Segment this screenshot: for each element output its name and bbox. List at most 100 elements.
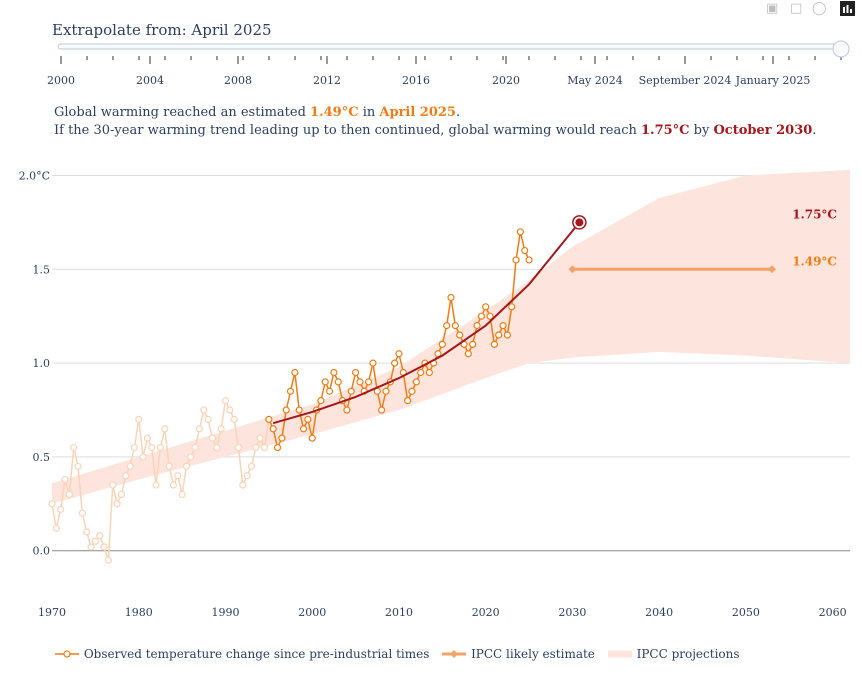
- observed-point[interactable]: [182, 462, 191, 470]
- trend-endpoint[interactable]: [575, 218, 584, 227]
- observed-point[interactable]: [473, 321, 481, 330]
- observed-point[interactable]: [278, 434, 286, 442]
- observed-point[interactable]: [291, 368, 299, 377]
- observed-point[interactable]: [83, 528, 91, 536]
- observed-point[interactable]: [191, 443, 199, 452]
- observed-point[interactable]: [135, 415, 143, 423]
- observed-point[interactable]: [438, 340, 446, 348]
- observed-point[interactable]: [87, 543, 95, 551]
- observed-point[interactable]: [391, 359, 399, 367]
- observed-point[interactable]: [425, 368, 433, 377]
- observed-point[interactable]: [508, 303, 516, 311]
- observed-point[interactable]: [378, 406, 386, 414]
- legend-item-ipcc-estimate[interactable]: IPCC likely estimate: [441, 647, 595, 661]
- observed-point[interactable]: [252, 443, 260, 452]
- observed-point[interactable]: [247, 462, 256, 470]
- observed-point[interactable]: [230, 415, 238, 423]
- observed-point[interactable]: [91, 537, 99, 545]
- observed-point[interactable]: [395, 350, 403, 358]
- observed-point[interactable]: [477, 312, 485, 320]
- observed-point[interactable]: [96, 532, 104, 540]
- observed-point[interactable]: [234, 443, 243, 452]
- observed-point[interactable]: [525, 256, 533, 264]
- observed-point[interactable]: [70, 443, 78, 452]
- observed-point[interactable]: [273, 443, 282, 452]
- observed-point[interactable]: [117, 490, 125, 499]
- observed-point[interactable]: [351, 368, 360, 377]
- observed-point[interactable]: [490, 340, 498, 348]
- observed-point[interactable]: [417, 368, 425, 377]
- observed-point[interactable]: [208, 434, 217, 442]
- ipcc-estimate-point[interactable]: [767, 265, 776, 274]
- observed-point[interactable]: [512, 256, 520, 264]
- observed-point[interactable]: [109, 481, 117, 489]
- observed-point[interactable]: [486, 312, 494, 320]
- legend-item-observed[interactable]: Observed temperature change since pre-in…: [54, 647, 429, 661]
- observed-point[interactable]: [499, 321, 507, 330]
- camera-icon[interactable]: ▣: [766, 1, 779, 16]
- observed-point[interactable]: [256, 434, 264, 442]
- observed-point[interactable]: [57, 505, 65, 514]
- observed-point[interactable]: [347, 387, 355, 395]
- observed-point[interactable]: [364, 378, 373, 386]
- observed-point[interactable]: [356, 378, 364, 386]
- observed-point[interactable]: [451, 321, 459, 330]
- observed-point[interactable]: [521, 246, 529, 255]
- observed-point[interactable]: [295, 406, 303, 414]
- observed-point[interactable]: [330, 368, 338, 377]
- observed-point[interactable]: [456, 331, 464, 339]
- observed-point[interactable]: [226, 406, 234, 414]
- box-select-icon[interactable]: □: [790, 1, 803, 16]
- observed-point[interactable]: [503, 331, 511, 339]
- observed-point[interactable]: [126, 462, 134, 470]
- slider-rail[interactable]: [57, 43, 843, 50]
- observed-point[interactable]: [178, 490, 186, 499]
- observed-point[interactable]: [74, 462, 82, 470]
- legend-item-ipcc-projections[interactable]: IPCC projections: [607, 647, 740, 661]
- observed-point[interactable]: [156, 443, 165, 452]
- observed-point[interactable]: [282, 406, 290, 414]
- observed-point[interactable]: [148, 443, 156, 452]
- observed-point[interactable]: [334, 378, 342, 386]
- observed-point[interactable]: [204, 415, 212, 423]
- observed-point[interactable]: [404, 397, 412, 405]
- observed-point[interactable]: [130, 443, 139, 452]
- observed-point[interactable]: [213, 443, 221, 452]
- warming-chart[interactable]: 2.0°C 1.5 1.0 0.5 0.0 1970 1980 1990 2000 2010 202…: [0, 160, 862, 630]
- observed-point[interactable]: [469, 340, 477, 348]
- observed-point[interactable]: [321, 378, 329, 386]
- observed-point[interactable]: [495, 331, 503, 339]
- observed-point[interactable]: [174, 472, 182, 480]
- plotly-logo-icon[interactable]: [840, 1, 855, 16]
- observed-point[interactable]: [464, 350, 472, 358]
- observed-point[interactable]: [78, 509, 86, 517]
- observed-point[interactable]: [269, 425, 277, 433]
- date-slider[interactable]: 2000 2004 2008 2012 2016 2020 May 2024 Septembe…: [0, 36, 862, 94]
- observed-point[interactable]: [447, 293, 455, 302]
- observed-point[interactable]: [221, 397, 230, 405]
- observed-point[interactable]: [139, 453, 147, 461]
- lasso-icon[interactable]: ◯: [812, 1, 827, 16]
- observed-point[interactable]: [217, 425, 225, 433]
- observed-point[interactable]: [299, 425, 308, 433]
- observed-point[interactable]: [482, 303, 490, 311]
- observed-point[interactable]: [52, 524, 60, 532]
- observed-point[interactable]: [152, 481, 160, 489]
- observed-point[interactable]: [308, 434, 316, 442]
- observed-point[interactable]: [382, 387, 390, 395]
- observed-point[interactable]: [239, 481, 247, 489]
- observed-point[interactable]: [200, 406, 208, 414]
- observed-point[interactable]: [286, 387, 295, 395]
- observed-point[interactable]: [195, 425, 204, 433]
- observed-point[interactable]: [265, 415, 273, 423]
- observed-point[interactable]: [412, 378, 420, 386]
- observed-point[interactable]: [408, 387, 416, 395]
- observed-point[interactable]: [369, 359, 377, 367]
- ipcc-estimate-point[interactable]: [568, 265, 577, 274]
- observed-point[interactable]: [143, 434, 152, 442]
- observed-point[interactable]: [516, 228, 524, 236]
- observed-point[interactable]: [443, 321, 451, 330]
- observed-point[interactable]: [169, 481, 178, 489]
- observed-point[interactable]: [343, 406, 351, 414]
- observed-point[interactable]: [65, 490, 73, 499]
